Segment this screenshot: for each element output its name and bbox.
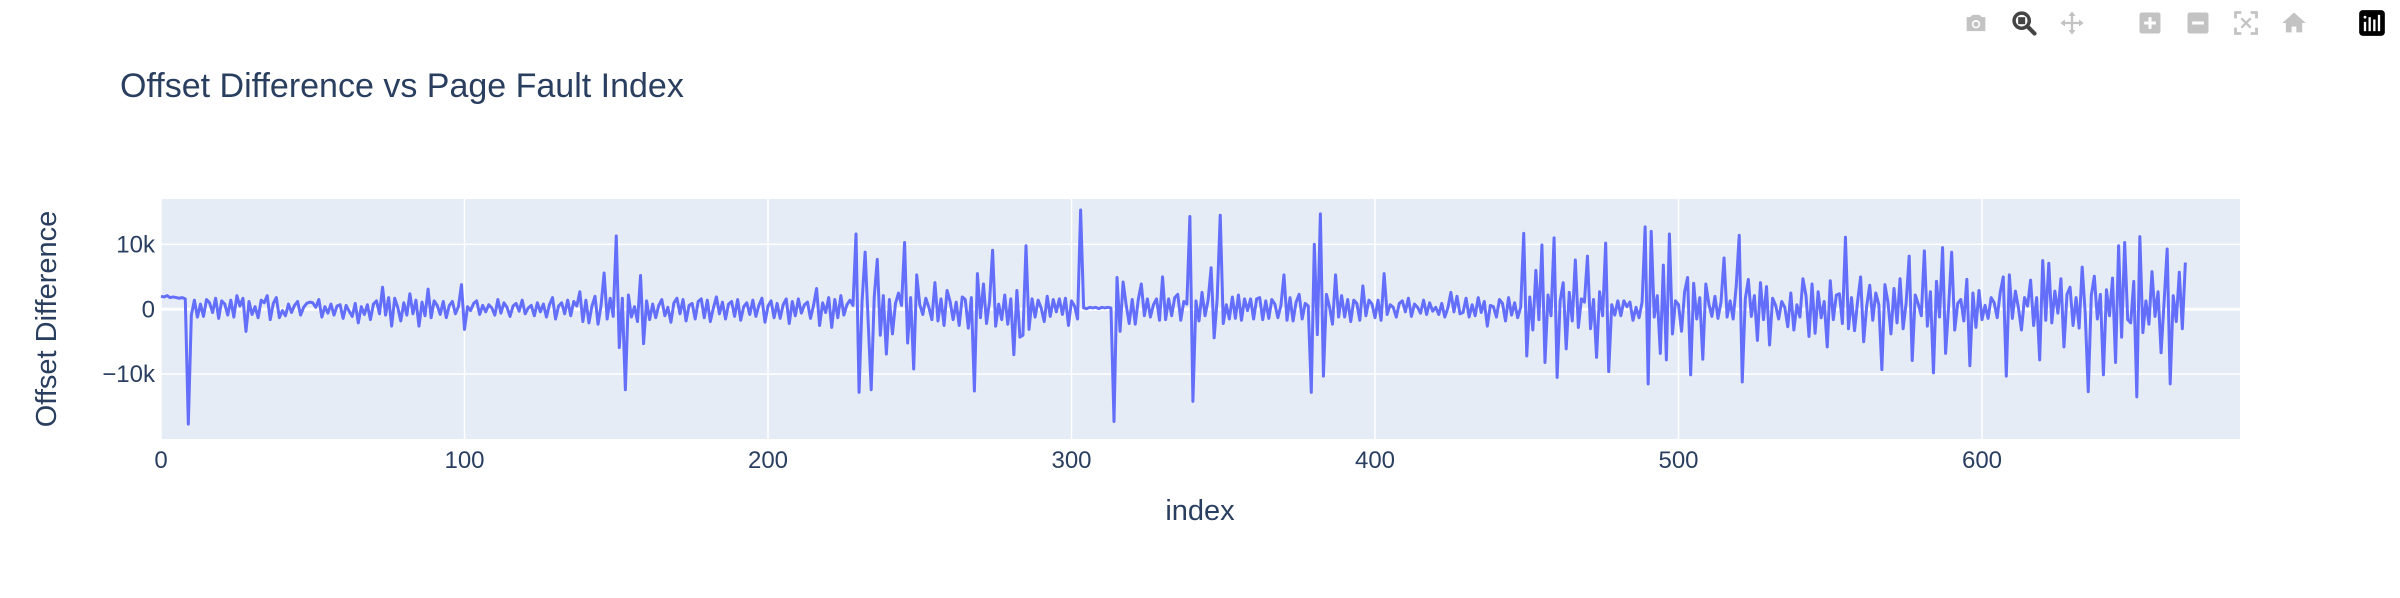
- x-tick-label: 100: [444, 447, 484, 474]
- x-tick-label: 200: [748, 447, 788, 474]
- plotly-logo-icon[interactable]: [2354, 8, 2390, 38]
- camera-icon[interactable]: [1958, 8, 1994, 38]
- reset-axes-icon[interactable]: [2276, 8, 2312, 38]
- series-trace[interactable]: [160, 208, 2187, 426]
- x-axis-tick-labels: 0 100 200 300 400 500 600: [154, 447, 2002, 474]
- x-tick-label: 600: [1962, 447, 2002, 474]
- series-line[interactable]: [160, 208, 2187, 426]
- y-tick-label: 10k: [116, 231, 156, 258]
- pan-icon[interactable]: [2054, 8, 2090, 38]
- x-tick-label: 0: [154, 447, 167, 474]
- zoom-out-icon[interactable]: [2180, 8, 2216, 38]
- chart-title: Offset Difference vs Page Fault Index: [120, 67, 684, 105]
- y-axis-tick-labels: −10k 0 10k: [102, 231, 156, 388]
- autoscale-icon[interactable]: [2228, 8, 2264, 38]
- zoom-icon[interactable]: [2006, 8, 2042, 38]
- x-tick-label: 400: [1355, 447, 1395, 474]
- y-tick-label: 0: [142, 296, 155, 323]
- x-tick-label: 300: [1051, 447, 1091, 474]
- zoom-in-icon[interactable]: [2132, 8, 2168, 38]
- y-tick-label: −10k: [102, 361, 156, 388]
- y-axis-title: Offset Difference: [31, 211, 63, 428]
- x-tick-label: 500: [1658, 447, 1698, 474]
- modebar: [1946, 8, 2390, 38]
- x-axis-title: index: [1165, 495, 1235, 527]
